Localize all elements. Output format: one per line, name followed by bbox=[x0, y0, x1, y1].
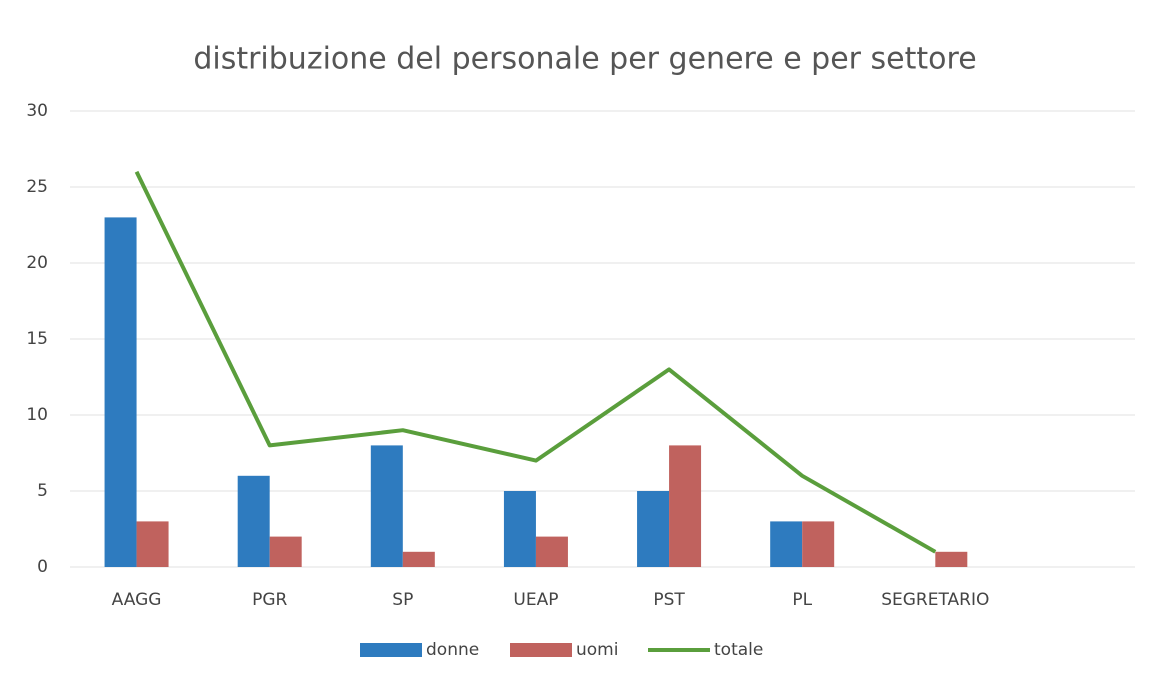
bar bbox=[802, 521, 835, 567]
x-tick-label: SEGRETARIO bbox=[881, 590, 989, 610]
x-tick-label: AAGG bbox=[112, 590, 162, 610]
bar bbox=[503, 491, 536, 567]
bar bbox=[104, 217, 137, 567]
x-tick-label: PL bbox=[792, 590, 812, 610]
legend-label: donne bbox=[426, 640, 479, 660]
chart-title: distribuzione del personale per genere e… bbox=[193, 42, 976, 77]
y-tick-label: 0 bbox=[37, 557, 48, 577]
bar bbox=[935, 551, 968, 567]
bar bbox=[637, 491, 670, 567]
legend-swatch bbox=[510, 643, 572, 657]
legend-label: totale bbox=[714, 640, 763, 660]
bar bbox=[669, 445, 702, 567]
bar bbox=[402, 551, 435, 567]
bar bbox=[136, 521, 169, 567]
line bbox=[134, 170, 937, 554]
x-tick-label: PST bbox=[653, 590, 685, 610]
bar bbox=[770, 521, 803, 567]
legend-label: uomi bbox=[576, 640, 618, 660]
bar bbox=[269, 536, 302, 567]
y-tick-label: 5 bbox=[37, 481, 48, 501]
y-tick-label: 15 bbox=[26, 329, 48, 349]
bar bbox=[370, 445, 403, 567]
y-tick-label: 10 bbox=[26, 405, 48, 425]
legend-swatch bbox=[360, 643, 422, 657]
bar bbox=[535, 536, 568, 567]
x-tick-label: SP bbox=[392, 590, 413, 610]
x-tick-label: PGR bbox=[252, 590, 287, 610]
x-tick-label: UEAP bbox=[513, 590, 558, 610]
y-tick-label: 25 bbox=[26, 177, 48, 197]
bar bbox=[237, 475, 270, 567]
y-tick-label: 20 bbox=[26, 253, 48, 273]
y-tick-label: 30 bbox=[26, 101, 48, 121]
